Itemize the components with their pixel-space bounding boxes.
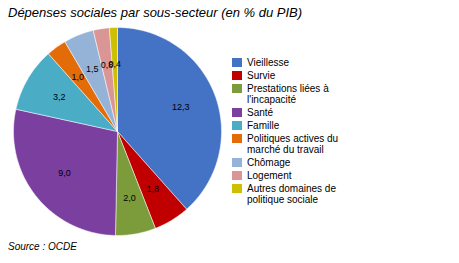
html-text:Logement: Logement	[247, 170, 292, 181]
html-text:Santé: Santé	[247, 107, 274, 118]
html-text:Dépenses sociales par sous-sec: Dépenses sociales par sous-secteur (en %…	[8, 5, 303, 20]
html-text:Autres domaines de politique s: Autres domaines de politique sociale	[247, 183, 336, 205]
svg-text:1,5: 1,5	[86, 64, 99, 74]
svg-text:0,8: 0,8	[100, 59, 114, 70]
svg-text:1,0: 1,0	[72, 72, 85, 82]
html-text:Survie: Survie	[247, 70, 276, 81]
svg-text:12,3: 12,3	[172, 102, 190, 112]
html-text:Politiques actives du marché d: Politiques actives du marché du travail	[247, 133, 339, 155]
html-text:Famille: Famille	[247, 120, 280, 131]
svg-text:0,4: 0,4	[109, 59, 122, 69]
html-text:Chômage: Chômage	[247, 157, 291, 168]
svg-text:3,2: 3,2	[53, 92, 66, 102]
svg-text:1,8: 1,8	[147, 184, 160, 194]
html-text:Vieillesse: Vieillesse	[247, 57, 290, 68]
html-text:Source : OCDE: Source : OCDE	[8, 241, 77, 252]
svg-text:2,0: 2,0	[123, 193, 136, 203]
svg-text:9,0: 9,0	[58, 168, 71, 178]
html-text:Prestations liées à l'incapaci: Prestations liées à l'incapacité	[247, 83, 329, 105]
